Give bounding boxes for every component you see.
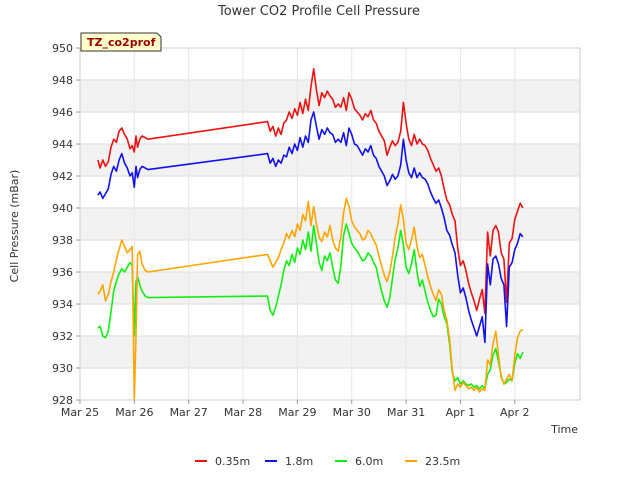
series-line-6-0m bbox=[97, 223, 524, 390]
y-tick-label: 932 bbox=[52, 330, 73, 343]
series-line-0-35m bbox=[97, 68, 524, 315]
series-lines bbox=[97, 68, 524, 401]
x-tick-label: Mar 26 bbox=[115, 406, 153, 419]
legend-label: 23.5m bbox=[425, 455, 460, 468]
site-badge-box bbox=[80, 32, 162, 52]
y-tick-label: 950 bbox=[52, 42, 73, 55]
series-line-1-8m bbox=[97, 111, 524, 344]
x-tick-label: Apr 2 bbox=[500, 406, 530, 419]
x-tick-label: Mar 29 bbox=[278, 406, 316, 419]
y-tick-label: 948 bbox=[52, 74, 73, 87]
y-tick-label: 944 bbox=[52, 138, 73, 151]
x-tick-label: Mar 30 bbox=[333, 406, 371, 419]
y-tick-label: 928 bbox=[52, 394, 73, 407]
x-tick-label: Mar 25 bbox=[61, 406, 99, 419]
series-line-23-5m bbox=[97, 197, 524, 401]
x-tick-label: Apr 1 bbox=[446, 406, 476, 419]
chart-title: Tower CO2 Profile Cell Pressure bbox=[217, 4, 420, 19]
y-axis: 928 930 932 934 936 938 940 942 944 946 948 950 bbox=[52, 42, 80, 407]
legend-label: 6.0m bbox=[355, 455, 383, 468]
legend-label: 1.8m bbox=[285, 455, 313, 468]
grid-band bbox=[80, 272, 580, 304]
grid-band bbox=[80, 144, 580, 176]
plot-area bbox=[79, 47, 581, 401]
y-tick-label: 938 bbox=[52, 234, 73, 247]
x-tick-label: Mar 28 bbox=[224, 406, 262, 419]
legend: 0.35m 1.8m 6.0m 23.5m bbox=[195, 455, 460, 468]
x-tick-label: Mar 27 bbox=[170, 406, 208, 419]
y-axis-label: Cell Pressure (mBar) bbox=[8, 170, 21, 283]
grid-band bbox=[80, 208, 580, 240]
y-tick-label: 930 bbox=[52, 362, 73, 375]
x-tick-label: Mar 31 bbox=[387, 406, 425, 419]
grid-band bbox=[80, 336, 580, 368]
x-axis: Mar 25 Mar 26 Mar 27 Mar 28 Mar 29 Mar 30 Mar … bbox=[61, 400, 530, 419]
y-tick-label: 936 bbox=[52, 266, 73, 279]
x-axis-label: Time bbox=[550, 423, 578, 436]
y-tick-label: 940 bbox=[52, 202, 73, 215]
plot-frame bbox=[79, 47, 581, 401]
legend-label: 0.35m bbox=[215, 455, 250, 468]
y-tick-label: 946 bbox=[52, 106, 73, 119]
site-badge: TZ_co2prof bbox=[80, 32, 162, 52]
y-tick-label: 934 bbox=[52, 298, 73, 311]
y-tick-label: 942 bbox=[52, 170, 73, 183]
site-badge-label: TZ_co2prof bbox=[87, 36, 156, 49]
